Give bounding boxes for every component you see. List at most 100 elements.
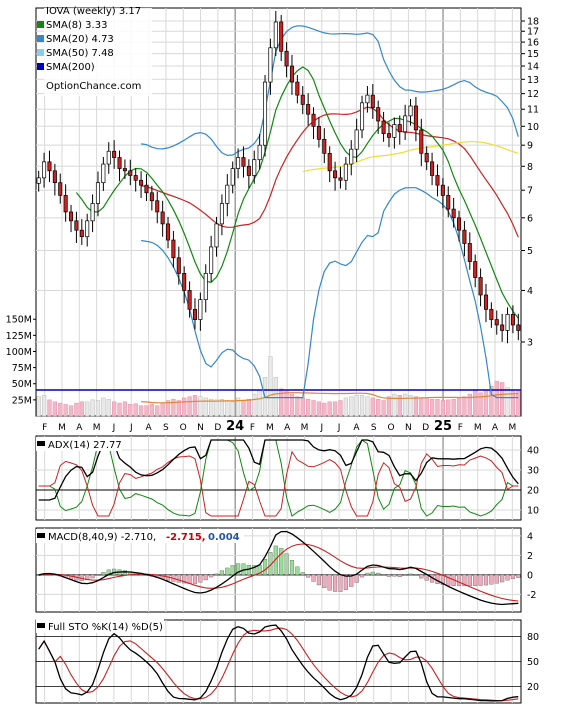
x-tick-label: J <box>337 423 341 433</box>
candle-body <box>451 208 456 219</box>
sto-label-swatch <box>37 623 45 628</box>
macd-histogram-bar <box>456 574 462 587</box>
volume-bar <box>209 398 214 417</box>
volume-bar <box>489 386 494 417</box>
volume-bar <box>252 393 257 417</box>
volume-bar <box>268 356 273 417</box>
volume-bar <box>343 397 348 417</box>
candle-body <box>316 125 321 140</box>
macd-histogram-bar <box>478 574 483 586</box>
macd-hist-value: 0.004 <box>208 532 240 543</box>
x-tick-label: M <box>93 423 101 433</box>
candle-body <box>139 179 144 186</box>
sto-label: Full STO %K(14) %D(5) <box>48 622 163 633</box>
volume-bar <box>295 396 300 417</box>
volume-bar <box>171 398 176 417</box>
adx-label-swatch <box>37 441 45 446</box>
volume-bar <box>192 395 198 417</box>
macd-histogram-bar <box>198 574 203 583</box>
macd-histogram-bar <box>192 574 198 584</box>
candle-body <box>166 223 171 241</box>
volume-bar <box>58 402 63 417</box>
volume-y-tick-label: 150M <box>6 315 32 326</box>
volume-bar <box>462 396 467 417</box>
candle-body <box>214 223 219 248</box>
price-y-tick-label: 14 <box>527 62 539 73</box>
macd-label-swatch <box>37 533 45 538</box>
candle-body <box>263 81 268 146</box>
volume-bar <box>133 403 138 417</box>
macd-histogram-bar <box>349 574 354 587</box>
candle-body <box>505 314 510 331</box>
legend: SMA(8) 3.33 SMA(20) 4.73 SMA(50) 7.48 SM… <box>37 20 141 92</box>
candle-body <box>408 105 413 117</box>
price-y-tick-label: 13 <box>527 75 539 86</box>
macd-histogram-bar <box>365 572 370 576</box>
candle-body <box>236 157 241 169</box>
candle-body <box>74 220 79 231</box>
x-tick-label: M <box>301 423 309 433</box>
candle-body <box>225 184 230 204</box>
candle-body <box>79 229 84 238</box>
x-tick-label: O <box>388 423 395 433</box>
candle-body <box>311 113 316 127</box>
candle-body <box>63 195 68 213</box>
sma8-line <box>75 66 519 319</box>
price-y-tick-label: 11 <box>527 105 539 116</box>
candle-body <box>478 277 483 296</box>
legend-swatch-sma200 <box>37 63 44 70</box>
macd-histogram-bar <box>90 574 95 579</box>
volume-y-tick-label: 25M <box>12 395 32 406</box>
stochastic-y-tick-label: 20 <box>527 682 539 693</box>
macd-histogram-bar <box>289 560 295 576</box>
volume-bar <box>381 400 386 417</box>
x-tick-label: J <box>319 423 323 433</box>
candle-body <box>473 261 478 278</box>
macd-histogram-bar <box>300 572 305 576</box>
candle-body <box>435 175 440 186</box>
macd-histogram-bar <box>413 574 419 576</box>
candle-body <box>241 157 246 167</box>
candle-body <box>494 319 499 326</box>
volume-bar <box>332 401 338 417</box>
macd-label: MACD(8,40,9) -2.710, <box>48 532 156 543</box>
x-tick-label: M <box>58 423 66 433</box>
volume-bar <box>359 395 365 417</box>
candle-body <box>47 161 52 172</box>
price-y-tick-label: 12 <box>527 89 539 100</box>
sma20-line <box>141 106 519 238</box>
x-tick-label: 24 <box>226 419 244 434</box>
price-y-tick-label: 3 <box>527 338 533 349</box>
macd-histogram-bar <box>489 574 494 585</box>
volume-bar <box>90 399 95 417</box>
macd-histogram-bar <box>419 574 424 579</box>
bollinger-upper-line <box>141 25 519 157</box>
volume-bar <box>376 398 381 417</box>
macd-histogram-bar <box>273 545 278 576</box>
x-tick-label: J <box>112 423 116 433</box>
volume-bar <box>322 402 327 417</box>
candle-body <box>58 182 63 196</box>
macd-histogram-bar <box>370 571 375 576</box>
candle-body <box>112 150 117 158</box>
candle-body <box>467 243 472 262</box>
volume-bar <box>413 396 419 417</box>
price-y-tick-label: 9 <box>527 141 533 152</box>
x-tick-label: A <box>76 423 83 433</box>
watermark-text: OptionChance.com <box>46 81 141 92</box>
adx-label: ADX(14) 27.77 <box>48 440 122 451</box>
x-tick-label: O <box>180 423 187 433</box>
adx-label-bg <box>36 437 122 451</box>
volume-bar <box>257 389 262 417</box>
candle-body <box>457 217 462 231</box>
macd-histogram-bar <box>322 574 327 589</box>
volume-bar <box>203 397 208 417</box>
volume-bar <box>483 389 489 417</box>
volume-bar <box>74 402 79 417</box>
macd-histogram-bar <box>209 574 214 578</box>
candle-body <box>440 184 445 196</box>
candle-body <box>386 133 391 138</box>
candle-body <box>273 21 278 49</box>
macd-histogram-bar <box>246 564 251 576</box>
candle-body <box>462 229 467 244</box>
